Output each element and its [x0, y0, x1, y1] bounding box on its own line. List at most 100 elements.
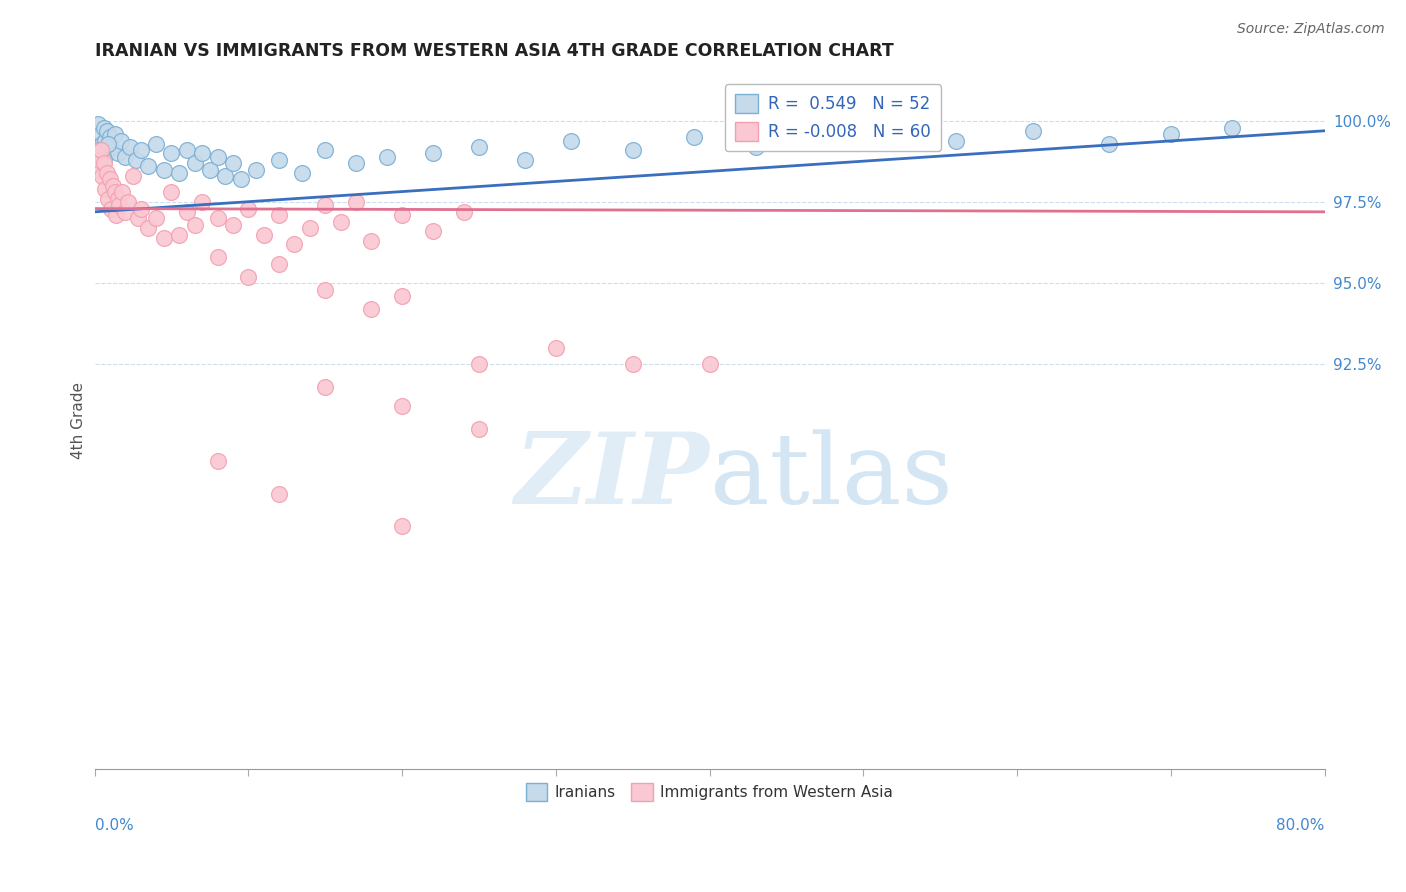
Point	[291, 166, 314, 180]
Text: atlas: atlas	[710, 429, 952, 524]
Point	[560, 134, 582, 148]
Point	[93, 120, 115, 135]
Point	[191, 146, 214, 161]
Point	[138, 221, 160, 235]
Point	[238, 202, 260, 216]
Point	[160, 186, 183, 200]
Point	[344, 195, 367, 210]
Point	[314, 283, 336, 297]
Point	[314, 380, 336, 394]
Point	[91, 169, 114, 184]
Point	[127, 211, 149, 226]
Point	[107, 192, 129, 206]
Point	[267, 208, 290, 222]
Point	[683, 130, 706, 145]
Point	[167, 166, 190, 180]
Point	[245, 162, 267, 177]
Point	[806, 130, 828, 145]
Point	[1021, 124, 1043, 138]
Point	[621, 143, 644, 157]
Point	[86, 117, 108, 131]
Point	[391, 289, 413, 303]
Point	[103, 186, 125, 200]
Point	[422, 146, 444, 161]
Point	[1222, 120, 1244, 135]
Point	[207, 150, 229, 164]
Point	[207, 454, 229, 468]
Point	[114, 150, 136, 164]
Point	[391, 208, 413, 222]
Point	[453, 204, 475, 219]
Point	[114, 204, 136, 219]
Text: 0.0%: 0.0%	[94, 818, 134, 833]
Point	[122, 169, 145, 184]
Point	[868, 124, 890, 138]
Point	[98, 172, 121, 186]
Point	[107, 146, 129, 161]
Point	[468, 422, 491, 436]
Point	[222, 156, 245, 170]
Point	[93, 153, 115, 167]
Point	[138, 160, 160, 174]
Text: ZIP: ZIP	[515, 428, 710, 525]
Point	[198, 162, 221, 177]
Point	[544, 341, 567, 355]
Point	[145, 136, 167, 151]
Point	[98, 130, 121, 145]
Y-axis label: 4th Grade: 4th Grade	[72, 383, 86, 459]
Point	[214, 169, 236, 184]
Legend: Iranians, Immigrants from Western Asia: Iranians, Immigrants from Western Asia	[520, 777, 900, 807]
Point	[101, 178, 124, 193]
Point	[222, 218, 245, 232]
Point	[97, 143, 120, 157]
Point	[90, 127, 112, 141]
Point	[100, 202, 122, 216]
Point	[699, 357, 721, 371]
Point	[238, 269, 260, 284]
Point	[97, 136, 120, 151]
Point	[621, 357, 644, 371]
Point	[152, 231, 174, 245]
Point	[207, 211, 229, 226]
Point	[90, 143, 112, 157]
Point	[103, 127, 125, 141]
Point	[468, 140, 491, 154]
Text: 80.0%: 80.0%	[1277, 818, 1324, 833]
Point	[89, 143, 111, 157]
Point	[314, 198, 336, 212]
Point	[207, 250, 229, 264]
Point	[176, 143, 198, 157]
Point	[89, 153, 111, 167]
Point	[468, 357, 491, 371]
Point	[253, 227, 276, 242]
Point	[145, 211, 167, 226]
Point	[360, 234, 382, 248]
Point	[945, 134, 967, 148]
Point	[152, 162, 174, 177]
Point	[97, 192, 120, 206]
Point	[129, 143, 152, 157]
Point	[105, 208, 128, 222]
Text: IRANIAN VS IMMIGRANTS FROM WESTERN ASIA 4TH GRADE CORRELATION CHART: IRANIAN VS IMMIGRANTS FROM WESTERN ASIA …	[94, 42, 893, 60]
Point	[110, 134, 132, 148]
Point	[745, 140, 768, 154]
Point	[86, 162, 108, 177]
Point	[84, 146, 107, 161]
Point	[391, 519, 413, 533]
Point	[176, 204, 198, 219]
Point	[96, 166, 118, 180]
Point	[513, 153, 536, 167]
Point	[111, 186, 134, 200]
Point	[229, 172, 252, 186]
Point	[108, 198, 131, 212]
Point	[118, 140, 141, 154]
Point	[422, 224, 444, 238]
Point	[314, 143, 336, 157]
Point	[360, 302, 382, 317]
Point	[298, 221, 321, 235]
Point	[94, 182, 117, 196]
Point	[167, 227, 190, 242]
Point	[267, 153, 290, 167]
Point	[91, 136, 114, 151]
Point	[191, 195, 214, 210]
